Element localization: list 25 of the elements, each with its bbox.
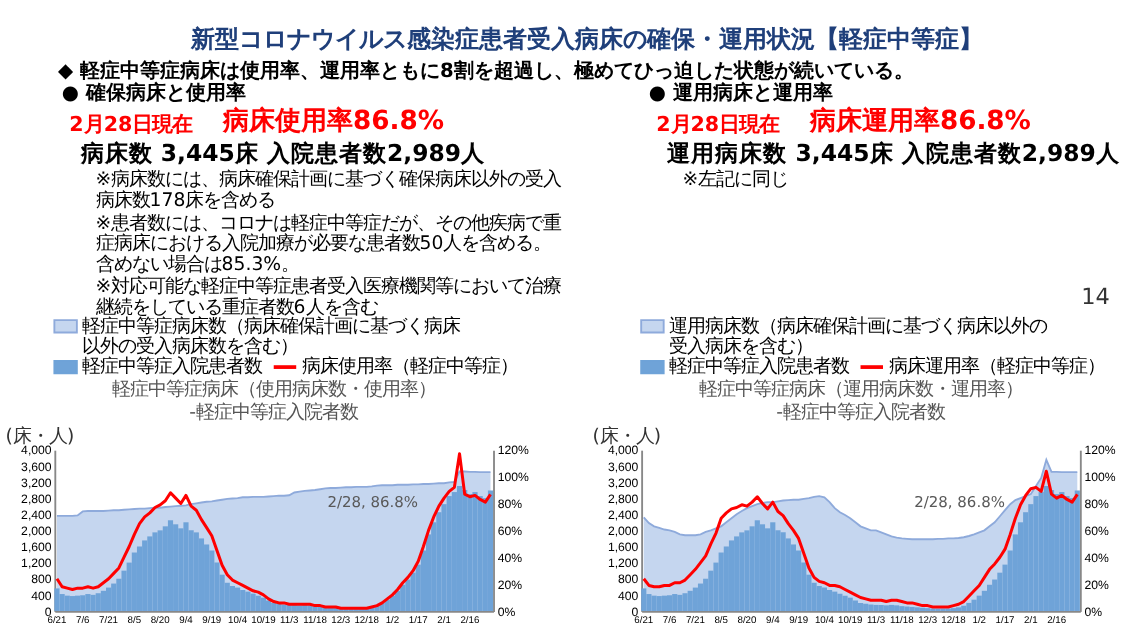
chart-title: 軽症中等症病床（使用病床数・使用率）-軽症中等症入院者数 xyxy=(111,379,436,424)
text: 14 xyxy=(1081,283,1110,310)
text: ※患者数には、コロナは軽症中等症だが、その他疾病で重症病床における入院加療が必要な患者数50人を含める。含めない場合は85.3%。 xyxy=(95,212,562,276)
text: 病床使用率86.8% xyxy=(221,105,445,138)
chart-title: 軽症中等症病床（運用病床数・運用率）-軽症中等症入院者数 xyxy=(698,379,1023,424)
text: ※対応可能な軽症中等症患者受入医療機関等において治療継続をしている重症者数6人を含む xyxy=(93,276,562,319)
legend-label: 運用病床数（病床確保計画に基づく病床以外の受入病床を含む） xyxy=(669,315,1048,359)
text: ● 運用病床と運用率 xyxy=(648,81,833,106)
annotation: 2/28, 86.8% xyxy=(914,492,1005,511)
text: 病床運用率86.8% xyxy=(807,105,1031,138)
text: 2月28日現在 xyxy=(69,113,193,138)
text: ◆ 軽症中等症病床は使用率、運用率ともに8割を超過し、極めてひっ迫した状態が続いている。 xyxy=(58,58,914,83)
text: ※病床数には、病床確保計画に基づく確保病床以外の受入病床数178床を含める xyxy=(95,169,562,213)
text: 2月28日現在 xyxy=(656,113,780,138)
legend-label: 軽症中等症入院患者数 xyxy=(669,356,850,379)
legend-label: 軽症中等症入院患者数 xyxy=(82,356,263,379)
legend-label: 軽症中等症病床数（病床確保計画に基づく病床以外の受入病床数を含む） xyxy=(82,315,461,359)
legend-label: 病床運用率（軽症中等症） xyxy=(888,356,1105,379)
text: 病床数 3,445床 入院患者数2,989人 xyxy=(78,139,487,168)
legend-label: 病床使用率（軽症中等症） xyxy=(301,356,518,379)
text: ※左記に同じ xyxy=(682,169,789,192)
text: 運用病床数 3,445床 入院患者数2,989人 xyxy=(665,139,1122,168)
text: ● 確保病床と使用率 xyxy=(61,81,246,106)
annotation: 2/28, 86.8% xyxy=(327,492,419,511)
text: 新型コロナウイルス感染症患者受入病床の確保・運用状況【軽症中等症】 xyxy=(188,24,983,53)
